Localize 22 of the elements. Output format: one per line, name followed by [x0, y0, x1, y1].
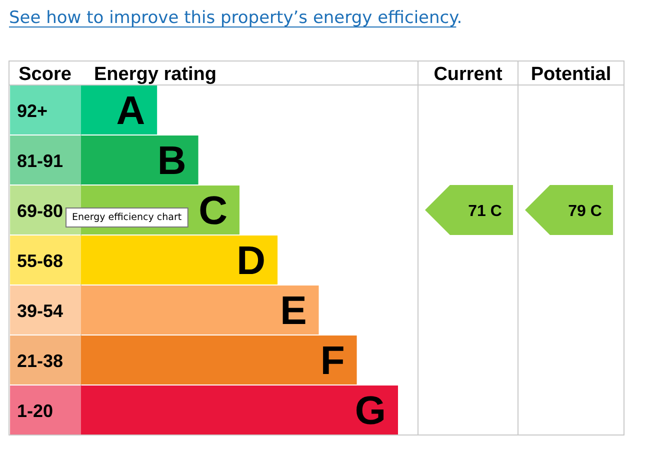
- text: Current: [434, 64, 503, 85]
- y-tick-label: A: [116, 89, 146, 133]
- text: 39-54: [17, 301, 64, 321]
- text: 69-80: [17, 201, 64, 221]
- y-tick-label: B: [157, 139, 186, 183]
- text: 81-91: [17, 151, 64, 171]
- text: 79 C: [568, 203, 602, 220]
- text: 92+: [17, 101, 48, 121]
- text: 1-20: [17, 401, 54, 421]
- text: 71 C: [468, 203, 502, 220]
- text: 21-38: [17, 351, 64, 371]
- y-tick-label: D: [236, 239, 266, 283]
- annotation: Energy efficiency chart: [72, 212, 182, 223]
- y-tick-label: G: [354, 389, 386, 433]
- text: Potential: [530, 64, 612, 85]
- y-axis-title: Score: [18, 64, 72, 85]
- y-tick-label: E: [280, 289, 307, 333]
- text: See how to improve this property’s energy efficiency.: [9, 8, 462, 28]
- text: 55-68: [17, 251, 64, 271]
- chart-title: Energy rating: [94, 64, 216, 85]
- y-tick-label: F: [320, 339, 345, 383]
- y-tick-label: C: [198, 189, 228, 233]
